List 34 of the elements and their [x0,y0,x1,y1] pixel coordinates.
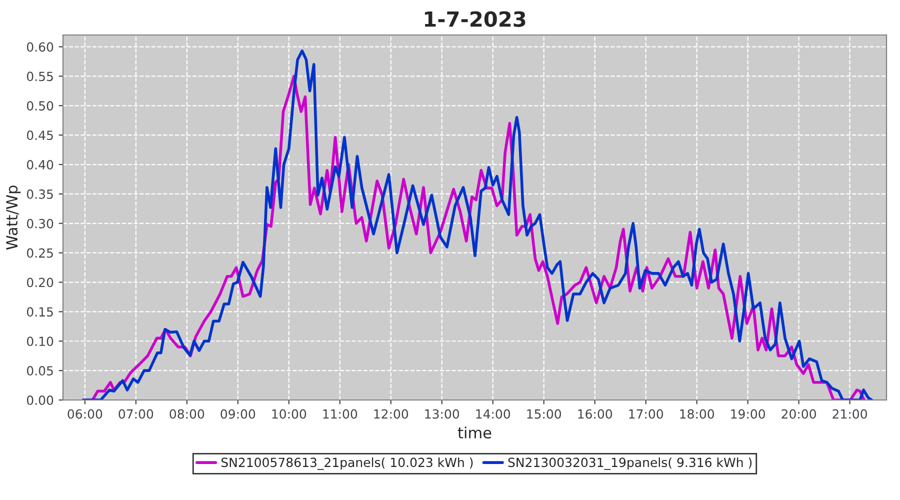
x-tick-label: 16:00 [578,409,612,419]
chart-title: 1-7-2023 [424,11,526,27]
y-tick-label: 0.35 [26,189,53,199]
x-tick-label: 09:00 [220,409,256,419]
x-tick-label: 06:00 [68,409,102,419]
x-tick-label: 15:00 [527,409,562,419]
x-tick-label: 18:00 [680,409,714,419]
x-tick-label: 17:00 [629,409,664,419]
y-tick-label: 0.45 [26,130,53,140]
x-tick-label: 10:00 [272,409,306,419]
x-tick-label: 14:00 [476,409,510,419]
x-axis-title: time [458,426,492,439]
y-tick-label: 0.50 [26,101,54,111]
x-tick-label: 07:00 [118,409,154,419]
y-axis-title: Watt/Wp [6,186,21,250]
x-tick-label: 20:00 [782,409,816,419]
y-tick-label: 0.05 [26,366,53,376]
y-tick-label: 0.15 [26,307,53,317]
x-tick-label: 08:00 [170,409,204,419]
x-tick-label: 19:00 [731,409,765,419]
y-tick-label: 0.40 [26,160,54,170]
legend-label: SN2100578613_21panels( 10.023 kWh ) [221,457,473,470]
y-tick-label: 0.10 [26,336,54,346]
x-tick-label: 21:00 [832,409,867,419]
x-tick-label: 13:00 [425,409,460,419]
y-tick-label: 0.60 [26,42,54,52]
y-tick-label: 0.30 [26,218,54,228]
x-tick-label: 12:00 [374,409,408,419]
y-tick-label: 0.55 [26,72,53,82]
x-tick-label: 11:00 [323,409,358,419]
y-tick-label: 0.00 [26,395,54,405]
y-tick-label: 0.20 [26,278,54,288]
legend-label: SN2130032031_19panels( 9.316 kWh ) [508,457,752,470]
y-tick-label: 0.25 [26,248,53,258]
